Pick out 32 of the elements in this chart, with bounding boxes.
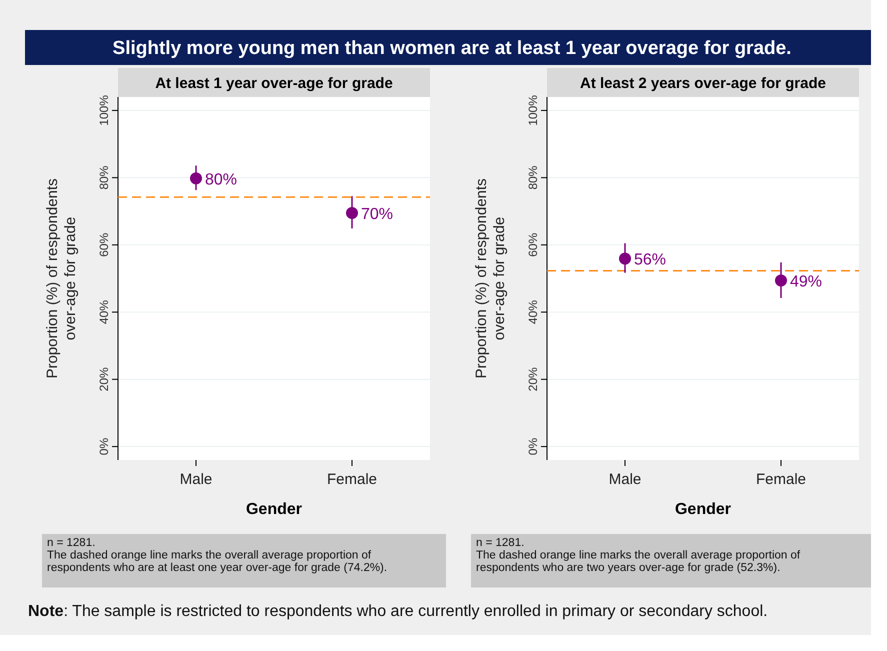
data-label: 49% [790,274,822,291]
y-tick-label: 60% [97,232,111,257]
x-tick-label: Female [756,471,806,488]
chart-subtitle: At least 2 years over-age for grade [580,75,826,92]
data-label: 70% [361,206,394,223]
text: Note: The sample is restricted to respondents who are currently enrolled in primary or secondary school. [28,603,768,620]
y-tick-label: 40% [97,300,111,324]
y-axis-title: Proportion (%) of respondents over-age for grade [473,178,508,379]
text: n = 1281. [476,537,524,549]
y-tick-label: 60% [526,232,540,257]
y-tick-label: 40% [526,300,540,324]
y-tick-label: 80% [526,165,540,190]
y-tick-label: 100% [526,94,540,126]
x-axis-title: Gender [674,501,732,518]
y-tick-label: 20% [526,367,540,392]
text: The dashed orange line marks the overall average proportion of respondents who are two years over-age for grade (52.3%). [476,550,801,574]
chart-title: Slightly more young men than women are at least 1 year overage for grade. [112,38,792,59]
chart-subtitle: At least 1 year over-age for grade [155,75,393,92]
y-tick-label: 20% [97,367,111,392]
y-tick-label: 0% [526,438,540,456]
y-axis-title: Proportion (%) of respondents over-age for grade [44,178,79,379]
text: n = 1281. [47,537,96,549]
y-tick-label: 100% [97,94,111,126]
x-tick-label: Male [608,471,642,488]
x-tick-label: Male [180,471,212,488]
data-label: 80% [205,171,238,188]
data-label: 56% [634,252,666,269]
x-axis-title: Gender [246,501,302,518]
y-tick-label: 0% [97,438,111,456]
x-tick-label: Female [326,471,378,488]
text: The dashed orange line marks the overall average proportion of respondents who are at least one year over-age for grade (74.2%). [47,550,388,574]
y-tick-label: 80% [97,165,111,190]
